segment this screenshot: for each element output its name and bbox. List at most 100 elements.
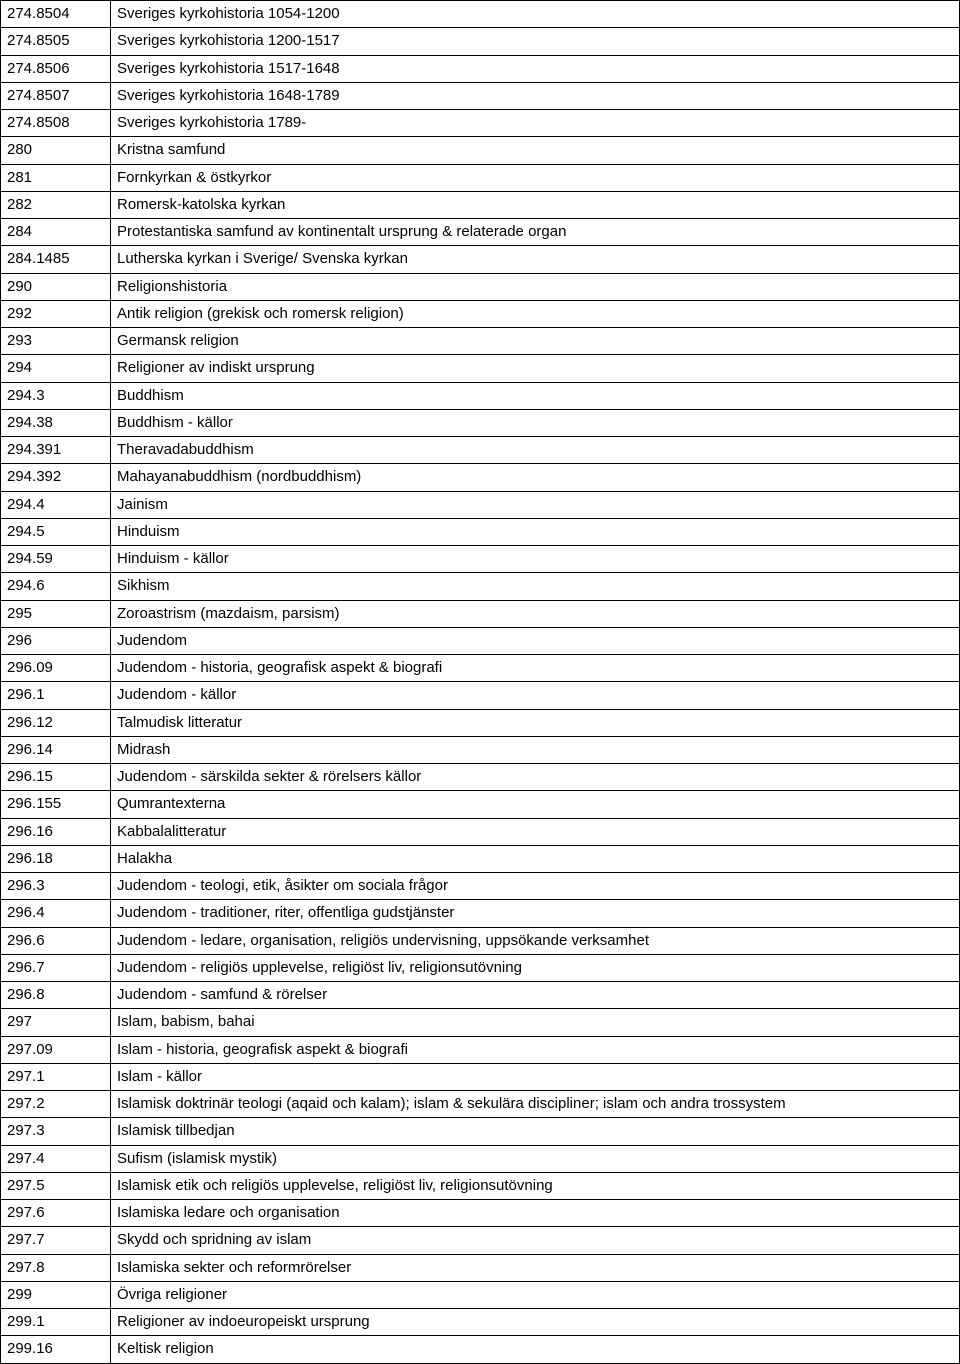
code-cell: 296.15 [1, 764, 111, 791]
table-row: 295Zoroastrism (mazdaism, parsism) [1, 600, 960, 627]
description-cell: Buddhism - källor [111, 409, 960, 436]
code-cell: 294.59 [1, 546, 111, 573]
table-row: 297.7Skydd och spridning av islam [1, 1227, 960, 1254]
code-cell: 296.14 [1, 736, 111, 763]
description-cell: Sufism (islamisk mystik) [111, 1145, 960, 1172]
description-cell: Islam - källor [111, 1063, 960, 1090]
code-cell: 293 [1, 328, 111, 355]
table-row: 299.1Religioner av indoeuropeiskt urspru… [1, 1309, 960, 1336]
code-cell: 297.3 [1, 1118, 111, 1145]
table-row: 274.8507Sveriges kyrkohistoria 1648-1789 [1, 82, 960, 109]
table-row: 296.14Midrash [1, 736, 960, 763]
description-cell: Judendom - religiös upplevelse, religiös… [111, 954, 960, 981]
code-cell: 296.4 [1, 900, 111, 927]
code-cell: 296.8 [1, 982, 111, 1009]
description-cell: Germansk religion [111, 328, 960, 355]
description-cell: Jainism [111, 491, 960, 518]
table-row: 290Religionshistoria [1, 273, 960, 300]
code-cell: 299.16 [1, 1336, 111, 1363]
table-row: 296.8Judendom - samfund & rörelser [1, 982, 960, 1009]
code-cell: 299 [1, 1281, 111, 1308]
code-cell: 274.8508 [1, 110, 111, 137]
table-row: 297.6Islamiska ledare och organisation [1, 1200, 960, 1227]
table-row: 294Religioner av indiskt ursprung [1, 355, 960, 382]
description-cell: Sveriges kyrkohistoria 1648-1789 [111, 82, 960, 109]
description-cell: Islamisk etik och religiös upplevelse, r… [111, 1172, 960, 1199]
code-cell: 296.16 [1, 818, 111, 845]
description-cell: Judendom - historia, geografisk aspekt &… [111, 655, 960, 682]
description-cell: Judendom [111, 627, 960, 654]
table-row: 280Kristna samfund [1, 137, 960, 164]
description-cell: Sveriges kyrkohistoria 1517-1648 [111, 55, 960, 82]
table-row: 299Övriga religioner [1, 1281, 960, 1308]
description-cell: Islamisk doktrinär teologi (aqaid och ka… [111, 1091, 960, 1118]
description-cell: Religioner av indoeuropeiskt ursprung [111, 1309, 960, 1336]
code-cell: 290 [1, 273, 111, 300]
description-cell: Theravadabuddhism [111, 437, 960, 464]
table-row: 296.6Judendom - ledare, organisation, re… [1, 927, 960, 954]
table-row: 296.12Talmudisk litteratur [1, 709, 960, 736]
table-row: 297.09Islam - historia, geografisk aspek… [1, 1036, 960, 1063]
description-cell: Kristna samfund [111, 137, 960, 164]
table-row: 296.3Judendom - teologi, etik, åsikter o… [1, 873, 960, 900]
description-cell: Islamiska ledare och organisation [111, 1200, 960, 1227]
description-cell: Sveriges kyrkohistoria 1789- [111, 110, 960, 137]
table-row: 284.1485Lutherska kyrkan i Sverige/ Sven… [1, 246, 960, 273]
code-cell: 296.155 [1, 791, 111, 818]
table-row: 297.3Islamisk tillbedjan [1, 1118, 960, 1145]
code-cell: 274.8505 [1, 28, 111, 55]
description-cell: Judendom - ledare, organisation, religiö… [111, 927, 960, 954]
code-cell: 282 [1, 191, 111, 218]
description-cell: Islamisk tillbedjan [111, 1118, 960, 1145]
table-row: 294.38Buddhism - källor [1, 409, 960, 436]
code-cell: 296.3 [1, 873, 111, 900]
description-cell: Mahayanabuddhism (nordbuddhism) [111, 464, 960, 491]
table-row: 296.7Judendom - religiös upplevelse, rel… [1, 954, 960, 981]
code-cell: 274.8504 [1, 1, 111, 28]
table-row: 296.1Judendom - källor [1, 682, 960, 709]
table-row: 294.392Mahayanabuddhism (nordbuddhism) [1, 464, 960, 491]
code-cell: 294.3 [1, 382, 111, 409]
code-cell: 296.7 [1, 954, 111, 981]
description-cell: Romersk-katolska kyrkan [111, 191, 960, 218]
description-cell: Lutherska kyrkan i Sverige/ Svenska kyrk… [111, 246, 960, 273]
description-cell: Sikhism [111, 573, 960, 600]
table-row: 294.3Buddhism [1, 382, 960, 409]
classification-table: 274.8504Sveriges kyrkohistoria 1054-1200… [0, 0, 960, 1364]
table-row: 274.8506Sveriges kyrkohistoria 1517-1648 [1, 55, 960, 82]
table-row: 296.16Kabbalalitteratur [1, 818, 960, 845]
code-cell: 297.6 [1, 1200, 111, 1227]
code-cell: 274.8507 [1, 82, 111, 109]
table-row: 284Protestantiska samfund av kontinental… [1, 219, 960, 246]
description-cell: Keltisk religion [111, 1336, 960, 1363]
description-cell: Protestantiska samfund av kontinentalt u… [111, 219, 960, 246]
description-cell: Qumrantexterna [111, 791, 960, 818]
description-cell: Hinduism [111, 518, 960, 545]
table-row: 297.1Islam - källor [1, 1063, 960, 1090]
code-cell: 280 [1, 137, 111, 164]
code-cell: 294.38 [1, 409, 111, 436]
code-cell: 292 [1, 300, 111, 327]
code-cell: 284 [1, 219, 111, 246]
code-cell: 297 [1, 1009, 111, 1036]
table-row: 297.8Islamiska sekter och reformrörelser [1, 1254, 960, 1281]
table-row: 294.4Jainism [1, 491, 960, 518]
description-cell: Judendom - traditioner, riter, offentlig… [111, 900, 960, 927]
code-cell: 294.6 [1, 573, 111, 600]
code-cell: 299.1 [1, 1309, 111, 1336]
description-cell: Religioner av indiskt ursprung [111, 355, 960, 382]
table-row: 274.8508Sveriges kyrkohistoria 1789- [1, 110, 960, 137]
table-row: 274.8504Sveriges kyrkohistoria 1054-1200 [1, 1, 960, 28]
code-cell: 297.7 [1, 1227, 111, 1254]
code-cell: 296.1 [1, 682, 111, 709]
table-row: 282Romersk-katolska kyrkan [1, 191, 960, 218]
table-row: 297.2Islamisk doktrinär teologi (aqaid o… [1, 1091, 960, 1118]
table-row: 294.6Sikhism [1, 573, 960, 600]
description-cell: Kabbalalitteratur [111, 818, 960, 845]
table-row: 281Fornkyrkan & östkyrkor [1, 164, 960, 191]
description-cell: Antik religion (grekisk och romersk reli… [111, 300, 960, 327]
page-container: 274.8504Sveriges kyrkohistoria 1054-1200… [0, 0, 960, 1364]
table-row: 296.15Judendom - särskilda sekter & röre… [1, 764, 960, 791]
code-cell: 297.2 [1, 1091, 111, 1118]
description-cell: Hinduism - källor [111, 546, 960, 573]
